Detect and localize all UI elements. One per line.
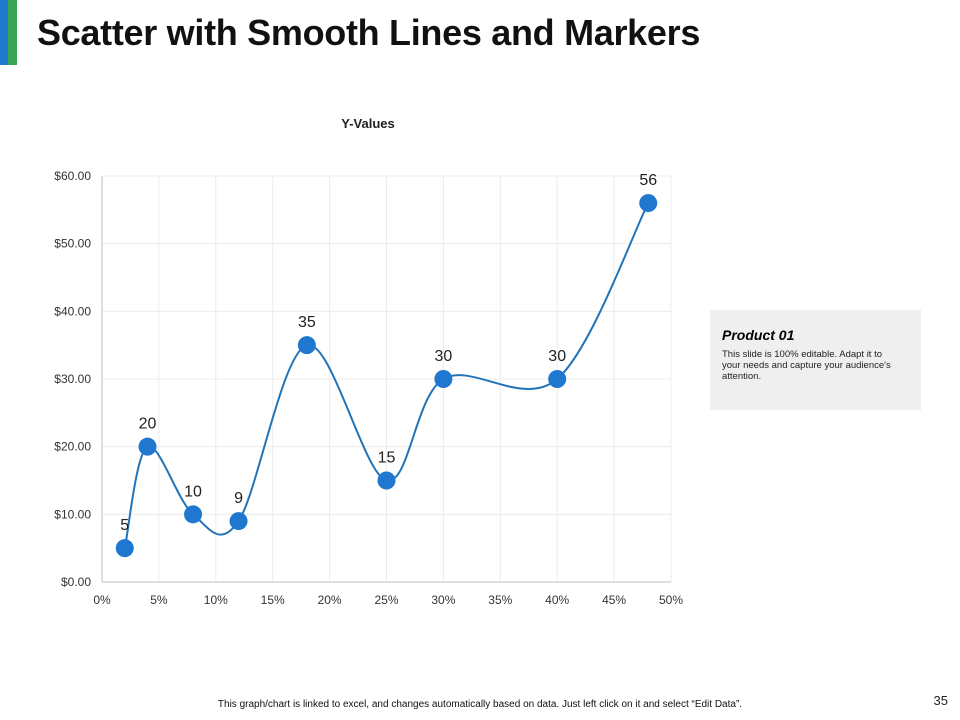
- data-point-marker[interactable]: [115, 539, 134, 558]
- data-label: 35: [298, 314, 316, 331]
- y-tick-label: $30.00: [54, 372, 91, 386]
- data-label: 56: [639, 172, 657, 189]
- x-tick-label: 15%: [261, 593, 285, 607]
- y-tick-label: $20.00: [54, 440, 91, 454]
- y-tick-label: $50.00: [54, 237, 91, 251]
- data-point-marker[interactable]: [639, 194, 658, 213]
- data-label: 15: [378, 450, 396, 467]
- data-label: 30: [435, 348, 453, 365]
- x-tick-label: 50%: [659, 593, 683, 607]
- series-line: [123, 202, 650, 549]
- y-tick-label: $10.00: [54, 507, 91, 521]
- y-tick-label: $60.00: [54, 169, 91, 183]
- y-tick-label: $40.00: [54, 304, 91, 318]
- page-number: 35: [933, 693, 948, 708]
- y-tick-label: $0.00: [61, 575, 91, 589]
- x-tick-label: 35%: [488, 593, 512, 607]
- data-label: 20: [139, 416, 157, 433]
- x-tick-label: 25%: [374, 593, 398, 607]
- title-accent-bar: [0, 0, 17, 65]
- accent-stripe-green: [8, 0, 17, 65]
- data-label: 10: [184, 483, 202, 500]
- data-point-marker[interactable]: [184, 505, 203, 524]
- data-label: 9: [234, 490, 243, 507]
- x-tick-label: 0%: [93, 593, 111, 607]
- x-tick-label: 20%: [318, 593, 342, 607]
- x-tick-label: 10%: [204, 593, 228, 607]
- footnote: This graph/chart is linked to excel, and…: [217, 699, 743, 710]
- chart-title: Y-Values: [341, 116, 394, 131]
- x-tick-label: 45%: [602, 593, 626, 607]
- info-box-title: Product 01: [722, 327, 795, 343]
- info-box: Product 01 This slide is 100% editable. …: [710, 310, 921, 410]
- data-point-marker[interactable]: [548, 370, 567, 388]
- data-point-marker[interactable]: [297, 336, 316, 355]
- data-point-marker[interactable]: [138, 437, 157, 456]
- info-box-text: This slide is 100% editable. Adapt it to…: [722, 349, 891, 382]
- accent-stripe-blue: [0, 0, 8, 65]
- x-tick-label: 40%: [545, 593, 569, 607]
- x-tick-label: 5%: [150, 593, 168, 607]
- data-label: 30: [548, 348, 566, 365]
- x-tick-label: 30%: [431, 593, 455, 607]
- slide-title: Scatter with Smooth Lines and Markers: [37, 12, 701, 53]
- data-label: 5: [120, 517, 129, 534]
- data-point-marker[interactable]: [377, 471, 396, 490]
- data-point-marker[interactable]: [434, 370, 453, 388]
- data-point-marker[interactable]: [229, 512, 248, 531]
